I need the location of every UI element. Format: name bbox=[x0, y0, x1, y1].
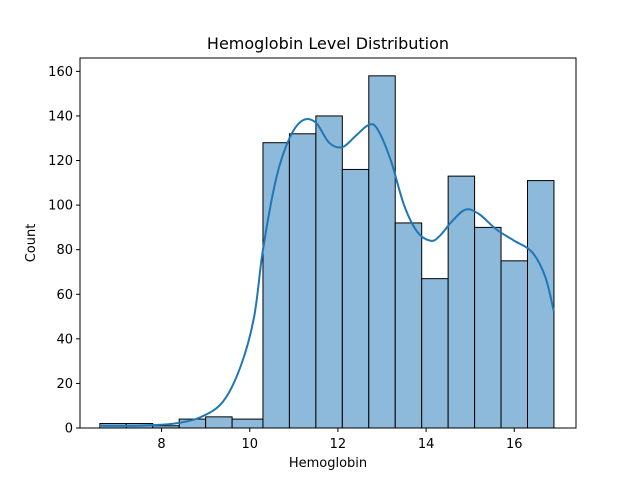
plot-frame bbox=[79, 57, 577, 429]
histogram-bars bbox=[99, 75, 555, 429]
y-tick-label: 100 bbox=[48, 199, 73, 214]
kde-curve bbox=[99, 117, 555, 427]
y-tick-label: 40 bbox=[56, 332, 73, 347]
x-tick-label: 10 bbox=[241, 437, 258, 452]
chart-title: Hemoglobin Level Distribution bbox=[207, 34, 449, 53]
histogram-bar bbox=[205, 416, 233, 429]
histogram-bar bbox=[368, 75, 396, 429]
histogram-bar bbox=[527, 180, 555, 429]
x-tick-label: 12 bbox=[330, 437, 347, 452]
y-tick-label: 120 bbox=[48, 154, 73, 169]
y-axis-label: Count bbox=[24, 224, 39, 263]
histogram-bar bbox=[231, 418, 264, 429]
histogram-bar bbox=[474, 226, 502, 429]
x-axis-label: Hemoglobin bbox=[289, 456, 367, 471]
x-tick-label: 8 bbox=[157, 437, 165, 452]
x-tick-label: 16 bbox=[506, 437, 523, 452]
histogram-bar bbox=[447, 175, 476, 429]
histogram-bar bbox=[341, 168, 370, 429]
histogram-bar bbox=[421, 278, 449, 429]
y-tick-label: 60 bbox=[56, 288, 73, 303]
y-tick-label: 80 bbox=[56, 243, 73, 258]
y-tick-label: 0 bbox=[65, 422, 73, 437]
histogram-bar bbox=[288, 133, 317, 429]
histogram-bar bbox=[500, 260, 529, 429]
histogram-bar bbox=[394, 222, 423, 429]
histogram-bar bbox=[262, 142, 290, 429]
y-tick-label: 160 bbox=[48, 65, 73, 80]
x-tick-label: 14 bbox=[418, 437, 435, 452]
y-tick-label: 20 bbox=[56, 377, 73, 392]
x-axis-ticks: 8 10 12 14 16 bbox=[157, 428, 523, 452]
y-tick-label: 140 bbox=[48, 109, 73, 124]
y-axis-ticks: 0 20 40 60 80 100 120 140 160 bbox=[48, 65, 80, 437]
histogram-bar bbox=[315, 115, 343, 429]
